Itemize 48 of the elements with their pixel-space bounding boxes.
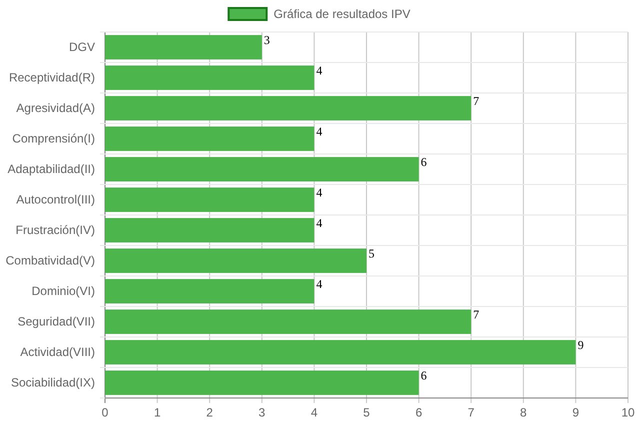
y-tick-label: Adaptabilidad(II) <box>8 162 95 176</box>
data-label: 3 <box>264 33 270 48</box>
bar <box>105 340 576 364</box>
bar <box>105 310 472 334</box>
y-tick-label: Comprensión(I) <box>12 132 95 146</box>
data-label: 7 <box>473 308 480 322</box>
data-label: 4 <box>316 186 322 200</box>
y-tick-label: Combatividad(V) <box>6 254 95 268</box>
data-label: 4 <box>316 277 322 292</box>
x-tick-label: 1 <box>154 406 161 420</box>
x-tick-label: 8 <box>520 406 528 420</box>
x-tick-label: 9 <box>572 406 580 420</box>
y-tick-label: Dominio(VI) <box>32 284 95 298</box>
bar <box>105 126 314 151</box>
y-tick-label: Sociabilidad(IX) <box>10 376 95 390</box>
bar <box>105 157 419 182</box>
data-label: 9 <box>578 338 584 352</box>
bar <box>105 66 314 90</box>
y-tick-label: Agresividad(A) <box>16 101 95 116</box>
data-label: 7 <box>473 94 480 108</box>
data-label: 4 <box>316 64 322 78</box>
bar <box>105 96 472 120</box>
x-tick-label: 4 <box>310 406 318 420</box>
data-label: 6 <box>420 368 427 383</box>
bar <box>105 218 314 242</box>
x-tick-label: 10 <box>621 406 635 420</box>
data-label: 6 <box>420 155 427 170</box>
x-tick-label: 3 <box>258 406 266 420</box>
bar <box>105 279 314 304</box>
y-tick-label: Receptividad(R) <box>8 70 95 85</box>
x-tick-label: 7 <box>468 406 475 420</box>
y-tick-label: DGV <box>68 40 95 54</box>
x-tick-label: 2 <box>206 406 214 420</box>
y-tick-label: Frustración(IV) <box>16 223 95 238</box>
x-tick-label: 5 <box>363 406 370 420</box>
y-tick-label: Autocontrol(III) <box>16 192 95 207</box>
y-tick-label: Seguridad(VII) <box>18 314 95 329</box>
bar <box>105 188 314 212</box>
x-tick-label: 6 <box>415 406 422 420</box>
x-tick-label: 0 <box>102 406 109 420</box>
bar <box>105 248 366 273</box>
data-label: 4 <box>316 216 322 230</box>
y-tick-label: Actividad(VIII) <box>20 345 95 360</box>
data-label: 4 <box>316 124 322 139</box>
data-label: 5 <box>368 246 374 261</box>
bar <box>105 35 262 60</box>
bar <box>105 370 419 395</box>
legend-label: Gráfica de resultados IPV <box>274 7 410 21</box>
